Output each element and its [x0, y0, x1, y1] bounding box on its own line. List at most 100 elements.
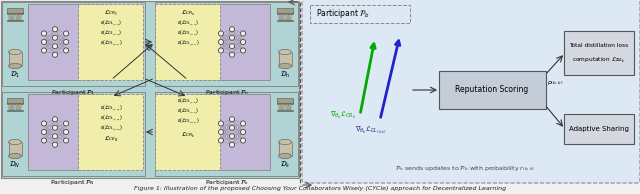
Text: Participant $\mathcal{P}_N$: Participant $\mathcal{P}_N$: [51, 178, 95, 187]
Text: $\epsilon(\mathcal{L}_{DL_{(n,1)}})$: $\epsilon(\mathcal{L}_{DL_{(n,1)}})$: [100, 29, 122, 39]
FancyBboxPatch shape: [279, 104, 281, 110]
FancyBboxPatch shape: [277, 102, 293, 104]
Circle shape: [218, 48, 223, 53]
Circle shape: [42, 39, 47, 45]
Text: Figure 1: Illustration of the proposed Choosing Your Collaborators Wisely (CYCle: Figure 1: Illustration of the proposed C…: [134, 186, 506, 191]
Circle shape: [42, 48, 47, 53]
FancyBboxPatch shape: [19, 14, 20, 20]
Circle shape: [42, 31, 47, 36]
FancyBboxPatch shape: [7, 98, 23, 103]
FancyBboxPatch shape: [8, 52, 22, 66]
Ellipse shape: [8, 139, 22, 145]
Ellipse shape: [8, 49, 22, 55]
Circle shape: [241, 121, 246, 126]
FancyBboxPatch shape: [7, 102, 23, 104]
Text: Participant $\mathcal{P}_1$: Participant $\mathcal{P}_1$: [51, 88, 95, 97]
FancyBboxPatch shape: [15, 14, 17, 20]
FancyBboxPatch shape: [277, 8, 293, 13]
Circle shape: [218, 129, 223, 135]
Text: $\mathcal{D}_n$: $\mathcal{D}_n$: [280, 70, 290, 80]
FancyBboxPatch shape: [12, 14, 14, 20]
Text: $\nabla_{\theta_b}\mathcal{L}_{CR_{b}}$: $\nabla_{\theta_b}\mathcal{L}_{CR_{b}}$: [330, 110, 356, 121]
Text: Participant $\mathcal{P}_n$: Participant $\mathcal{P}_n$: [205, 88, 249, 97]
Text: $\mathcal{P}_n$ sends updates to $\mathcal{P}_b$ with probability $r_{(b,k)}$: $\mathcal{P}_n$ sends updates to $\mathc…: [395, 165, 535, 173]
FancyBboxPatch shape: [289, 14, 291, 20]
Circle shape: [63, 138, 68, 143]
Text: Adaptive Sharing: Adaptive Sharing: [569, 126, 629, 132]
Text: $\mathcal{D}_1$: $\mathcal{D}_1$: [10, 70, 20, 80]
FancyBboxPatch shape: [279, 14, 281, 20]
Circle shape: [241, 39, 246, 45]
Circle shape: [241, 48, 246, 53]
Circle shape: [218, 121, 223, 126]
FancyBboxPatch shape: [282, 104, 284, 110]
Text: $p_{(b,k)}$: $p_{(b,k)}$: [547, 80, 564, 87]
FancyBboxPatch shape: [277, 98, 293, 103]
FancyBboxPatch shape: [78, 94, 143, 170]
Circle shape: [42, 121, 47, 126]
Text: Participant $\mathcal{P}_b$: Participant $\mathcal{P}_b$: [316, 8, 370, 21]
FancyBboxPatch shape: [439, 71, 546, 109]
Ellipse shape: [278, 49, 291, 55]
FancyBboxPatch shape: [8, 142, 22, 156]
Circle shape: [241, 138, 246, 143]
Circle shape: [52, 117, 58, 122]
FancyBboxPatch shape: [564, 114, 634, 144]
FancyBboxPatch shape: [2, 92, 145, 176]
Ellipse shape: [8, 63, 22, 69]
FancyBboxPatch shape: [28, 94, 103, 170]
Circle shape: [241, 129, 246, 135]
Text: $\epsilon(\mathcal{L}_{DL_{(1,N)}})$: $\epsilon(\mathcal{L}_{DL_{(1,N)}})$: [100, 104, 122, 114]
Text: $\mathcal{L}_{CR_1}$: $\mathcal{L}_{CR_1}$: [104, 8, 118, 17]
FancyBboxPatch shape: [28, 4, 103, 80]
FancyBboxPatch shape: [302, 0, 640, 183]
Text: $\mathcal{L}_{CR_n}$: $\mathcal{L}_{CR_n}$: [181, 8, 195, 17]
Circle shape: [230, 134, 234, 139]
Circle shape: [52, 125, 58, 130]
FancyBboxPatch shape: [285, 14, 287, 20]
Circle shape: [52, 134, 58, 139]
FancyBboxPatch shape: [7, 20, 23, 21]
FancyBboxPatch shape: [15, 104, 17, 110]
Circle shape: [52, 52, 58, 57]
Ellipse shape: [278, 153, 291, 159]
Circle shape: [52, 27, 58, 32]
Text: $\mathcal{L}_{CR_k}$: $\mathcal{L}_{CR_k}$: [181, 130, 195, 139]
Circle shape: [241, 31, 246, 36]
Text: $\epsilon(\mathcal{L}_{DL_{(1,n)}})$: $\epsilon(\mathcal{L}_{DL_{(1,n)}})$: [177, 19, 199, 29]
Circle shape: [52, 44, 58, 49]
Circle shape: [63, 121, 68, 126]
Text: $\mathcal{D}_k$: $\mathcal{D}_k$: [280, 160, 291, 170]
FancyBboxPatch shape: [277, 110, 293, 111]
Circle shape: [230, 44, 234, 49]
Text: $\epsilon(\mathcal{L}_{DL_{(1,k)}})$: $\epsilon(\mathcal{L}_{DL_{(1,k)}})$: [177, 97, 199, 107]
Circle shape: [218, 39, 223, 45]
FancyBboxPatch shape: [78, 4, 143, 80]
FancyBboxPatch shape: [564, 31, 634, 75]
FancyBboxPatch shape: [282, 14, 284, 20]
Text: $\epsilon(\mathcal{L}_{DL_{(n,n)}})$: $\epsilon(\mathcal{L}_{DL_{(n,n)}})$: [177, 29, 199, 39]
Circle shape: [63, 48, 68, 53]
Text: $\epsilon(\mathcal{L}_{DL_{(n,k)}})$: $\epsilon(\mathcal{L}_{DL_{(n,k)}})$: [177, 107, 199, 117]
FancyBboxPatch shape: [278, 52, 291, 66]
Text: computation $\mathcal{L}_{\mathcal{DL}_b}$: computation $\mathcal{L}_{\mathcal{DL}_b…: [573, 55, 625, 65]
FancyBboxPatch shape: [195, 94, 270, 170]
Ellipse shape: [8, 153, 22, 159]
Circle shape: [230, 35, 234, 40]
Text: $\epsilon(\mathcal{L}_{DL_{(1,1)}})$: $\epsilon(\mathcal{L}_{DL_{(1,1)}})$: [100, 19, 122, 29]
FancyBboxPatch shape: [310, 5, 410, 23]
Text: $\nabla_{\theta_b}\mathcal{L}_{DL_{(b,k)}}$: $\nabla_{\theta_b}\mathcal{L}_{DL_{(b,k)…: [355, 125, 387, 135]
FancyBboxPatch shape: [289, 104, 291, 110]
Text: $\epsilon(\mathcal{L}_{DL_{(N,N)}})$: $\epsilon(\mathcal{L}_{DL_{(N,N)}})$: [100, 124, 122, 134]
Text: $\epsilon(\mathcal{L}_{DL_{(n,N)}})$: $\epsilon(\mathcal{L}_{DL_{(n,N)}})$: [100, 114, 122, 124]
FancyBboxPatch shape: [195, 4, 270, 80]
Text: Participant $\mathcal{P}_k$: Participant $\mathcal{P}_k$: [205, 178, 250, 187]
FancyBboxPatch shape: [7, 8, 23, 13]
Text: $\mathcal{D}_N$: $\mathcal{D}_N$: [10, 160, 20, 170]
Text: $\epsilon(\mathcal{L}_{DL_{(N,k)}})$: $\epsilon(\mathcal{L}_{DL_{(N,k)}})$: [177, 117, 199, 127]
FancyBboxPatch shape: [155, 2, 298, 86]
Circle shape: [42, 129, 47, 135]
FancyBboxPatch shape: [155, 94, 220, 170]
Text: $\epsilon(\mathcal{L}_{DL_{(N,n)}})$: $\epsilon(\mathcal{L}_{DL_{(N,n)}})$: [177, 39, 199, 49]
Text: $\mathcal{L}_{CE_N}$: $\mathcal{L}_{CE_N}$: [104, 134, 118, 144]
